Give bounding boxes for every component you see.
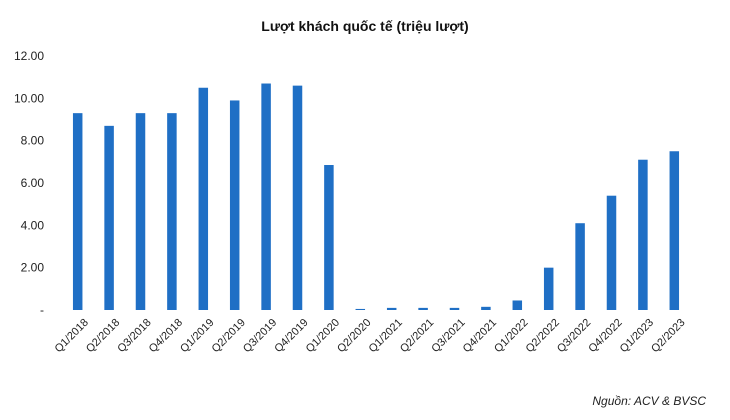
x-tick-label: Q1/2018 [53, 317, 91, 355]
bar [292, 85, 303, 310]
x-tick-label: Q3/2022 [555, 317, 593, 355]
x-tick-label: Q2/2020 [335, 317, 373, 355]
x-tick-label: Q3/2018 [115, 317, 153, 355]
bar [543, 267, 554, 310]
y-tick-label: 8.00 [21, 134, 45, 148]
bar [512, 300, 523, 310]
x-tick-label: Q1/2021 [367, 317, 405, 355]
y-tick-label: 10.00 [14, 91, 44, 105]
x-tick-label: Q3/2019 [241, 317, 279, 355]
x-tick-label: Q2/2019 [210, 317, 248, 355]
bar [481, 306, 491, 310]
bar [324, 165, 334, 310]
x-tick-label: Q1/2019 [178, 317, 216, 355]
x-tick-label: Q1/2023 [618, 317, 656, 355]
bar [575, 223, 585, 310]
x-tick-label: Q1/2022 [492, 317, 530, 355]
x-tick-label: Q1/2020 [304, 317, 342, 355]
bar [449, 307, 460, 310]
source-note: Nguồn: ACV & BVSC [592, 394, 706, 408]
bar [167, 113, 177, 311]
y-tick-label: 2.00 [21, 261, 45, 275]
bar [355, 308, 366, 310]
y-tick-label: 4.00 [21, 218, 45, 232]
bar [418, 307, 428, 310]
y-axis: - 2.00 4.00 6.00 8.00 10.00 12.00 [14, 49, 44, 317]
x-tick-label: Q4/2022 [586, 317, 624, 355]
x-tick-label: Q4/2019 [272, 317, 310, 355]
x-tick-label: Q2/2018 [84, 317, 122, 355]
x-tick-label: Q3/2021 [429, 317, 467, 355]
bar [229, 100, 240, 310]
chart-title: Lượt khách quốc tế (triệu lượt) [261, 18, 469, 34]
x-tick-label: Q2/2021 [398, 317, 436, 355]
x-tick-label: Q2/2022 [524, 317, 562, 355]
bar [261, 83, 271, 311]
y-tick-label: 12.00 [14, 49, 44, 63]
bar [135, 113, 146, 311]
bar [386, 307, 397, 310]
bar [198, 87, 209, 310]
bar [104, 125, 114, 310]
bar [669, 151, 680, 310]
bar [606, 195, 617, 310]
y-tick-label: - [40, 303, 44, 317]
x-tick-label: Q2/2023 [649, 317, 687, 355]
bar [72, 113, 83, 311]
x-tick-label: Q4/2018 [147, 317, 185, 355]
x-tick-label: Q4/2021 [461, 317, 499, 355]
bar [638, 159, 648, 310]
x-axis: Q1/2018Q2/2018Q3/2018Q4/2018Q1/2019Q2/20… [53, 317, 688, 355]
bars [72, 83, 680, 311]
y-tick-label: 6.00 [21, 176, 45, 190]
